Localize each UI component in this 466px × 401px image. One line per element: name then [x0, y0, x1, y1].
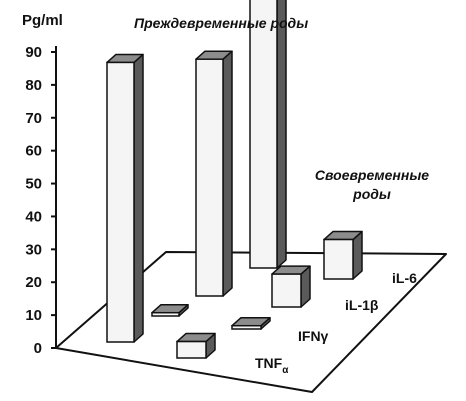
series-label-term: Своевременные роды [315, 167, 429, 202]
category-label: TNFα [255, 355, 289, 376]
y-tick-label: 90 [25, 44, 42, 61]
y-tick-label: 20 [25, 274, 42, 291]
bar [106, 53, 144, 343]
bar-front [323, 238, 354, 280]
bar-front [106, 61, 135, 343]
bar [151, 303, 189, 317]
bar-front [249, 0, 278, 269]
series-label-preterm: Преждевременные роды [134, 15, 308, 31]
labels: Pg/ml Преждевременные роды Своевременные… [22, 12, 429, 376]
y-tick-label: 40 [25, 208, 42, 225]
y-tick-label: 10 [25, 307, 42, 324]
bar [231, 316, 271, 330]
y-tick-label: 70 [25, 110, 42, 127]
bar-side [133, 53, 144, 343]
bar [176, 332, 216, 359]
y-tick-label: 80 [25, 77, 42, 94]
bar-front [195, 58, 224, 297]
category-label: iL-1β [345, 297, 379, 313]
bar [195, 50, 233, 297]
bar-front [231, 324, 262, 330]
y-tick-label: 50 [25, 176, 42, 193]
bar-front [271, 273, 302, 308]
category-label: IFNγ [298, 328, 329, 344]
bar [271, 265, 311, 308]
bar [323, 230, 363, 280]
bars [106, 0, 363, 359]
y-tick-label: 60 [25, 143, 42, 160]
bar-side [222, 50, 233, 297]
y-axis-ticks: 0 10 20 30 40 50 60 70 80 90 [25, 44, 56, 357]
unit-label: Pg/ml [22, 12, 63, 29]
bar [249, 0, 287, 269]
y-tick-label: 0 [34, 340, 42, 357]
bar-front [176, 340, 207, 359]
y-tick-label: 30 [25, 241, 42, 258]
bar-side [276, 0, 287, 269]
bar-front [151, 311, 180, 317]
category-label: iL-6 [392, 270, 417, 286]
